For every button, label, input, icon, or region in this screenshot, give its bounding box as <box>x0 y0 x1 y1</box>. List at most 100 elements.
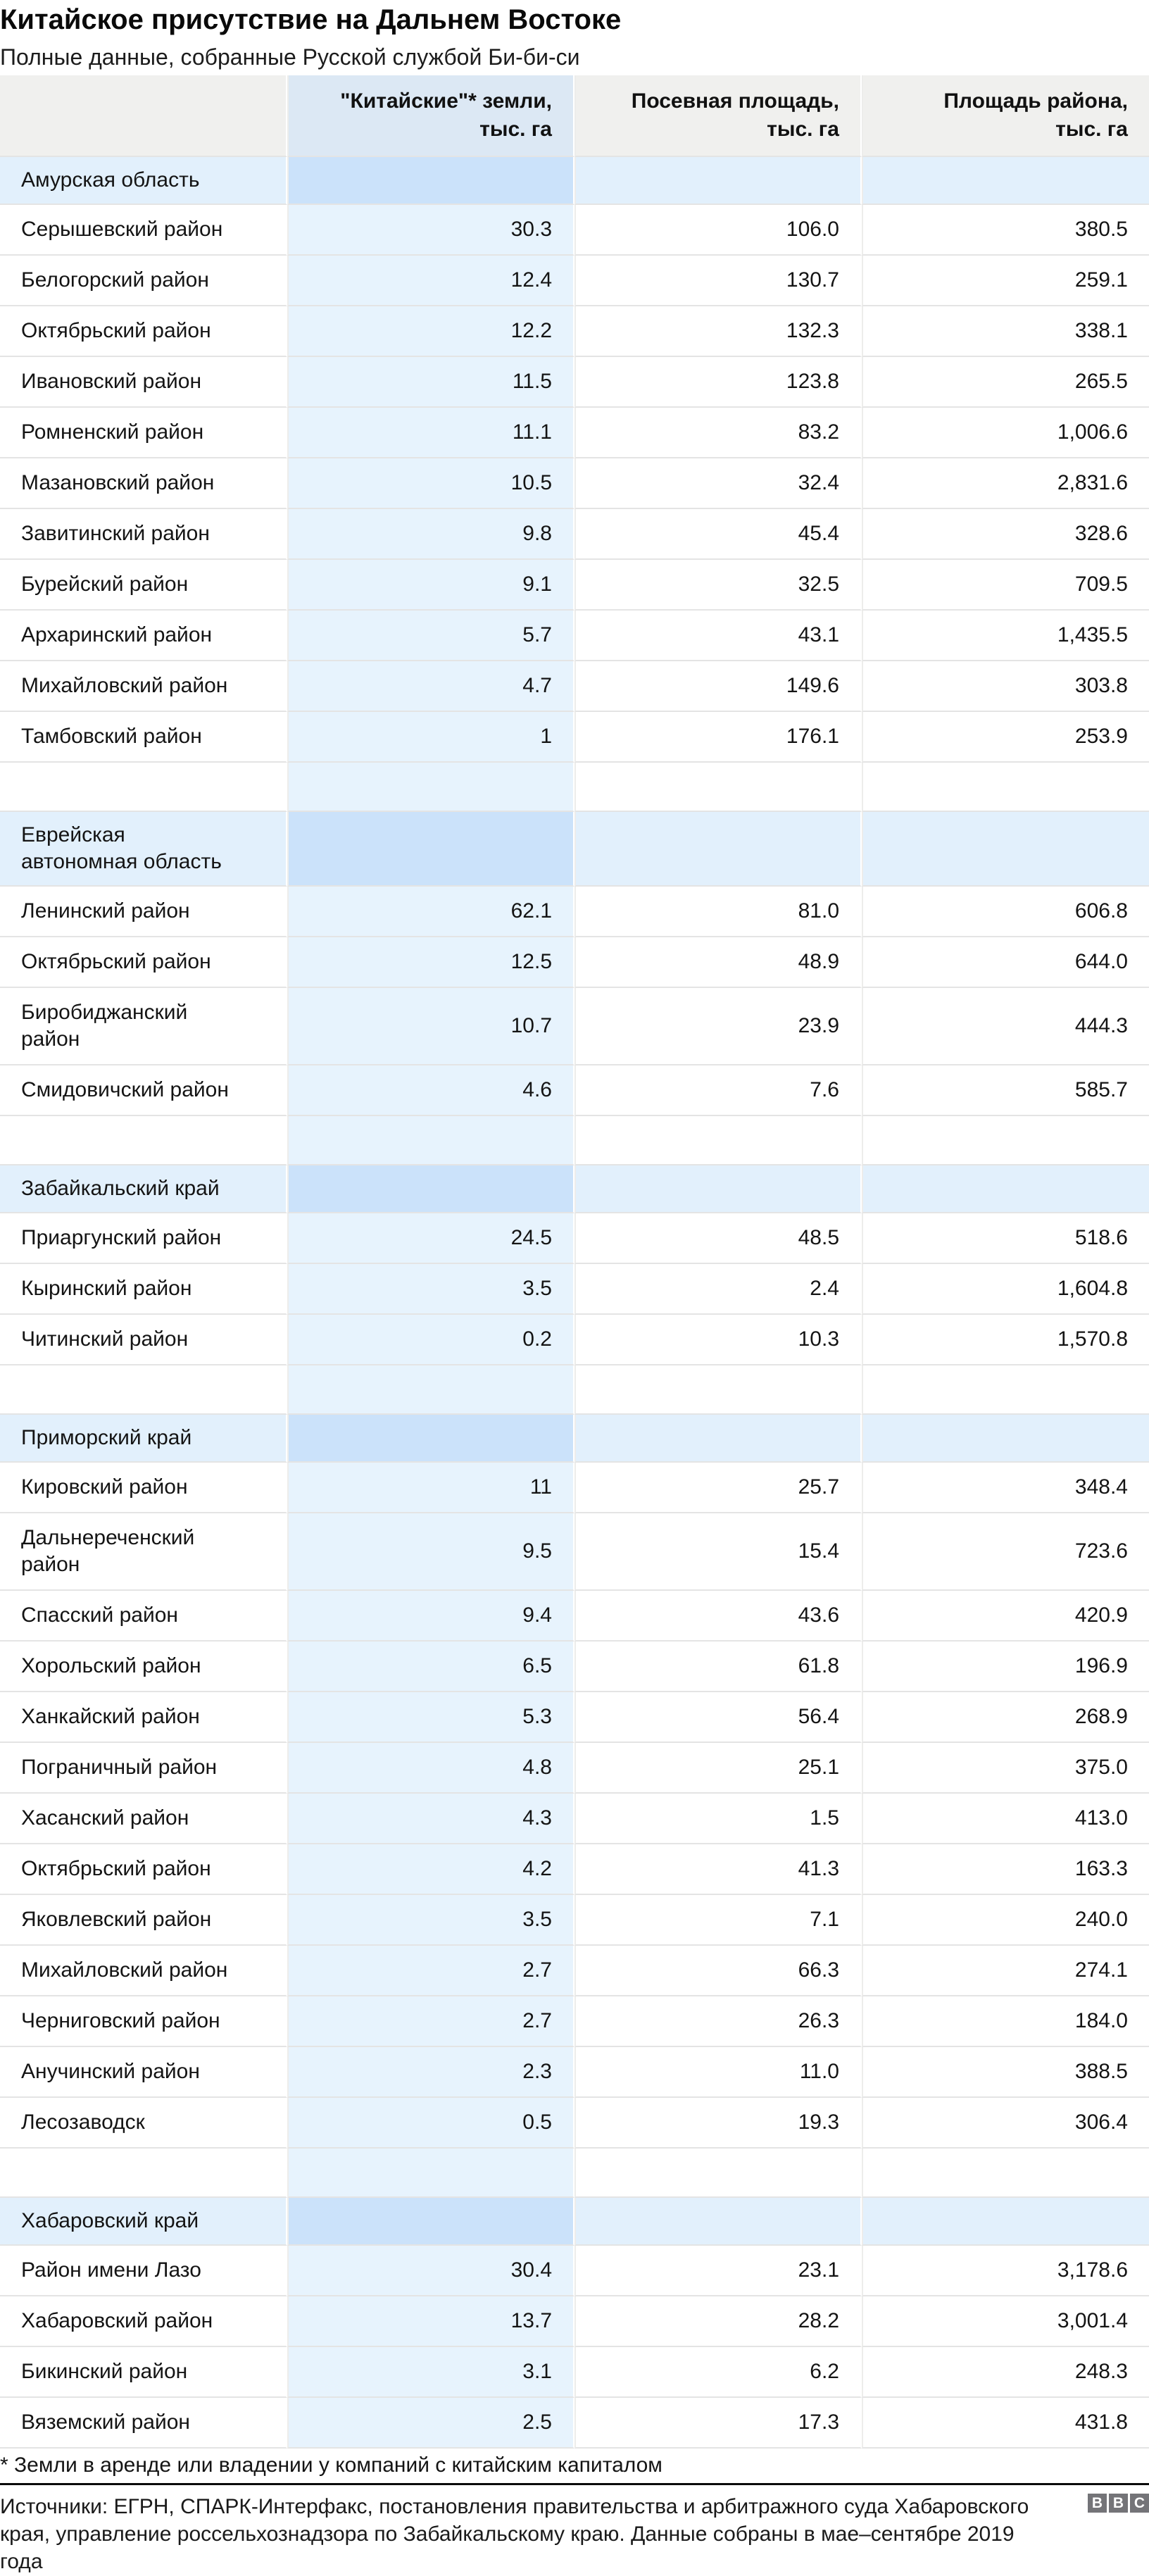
spacer-cell <box>862 2149 1149 2198</box>
column-header-sown-area: Посевная площадь, тыс. га <box>574 75 862 157</box>
cell-area: 265.5 <box>862 357 1149 408</box>
district-name: Ленинский район <box>0 887 287 937</box>
cell-area: 1,570.8 <box>862 1315 1149 1365</box>
cell-area: 259.1 <box>862 256 1149 306</box>
table-row: Биробиджанский район 10.7 23.9 444.3 <box>0 988 1149 1065</box>
cell-area: 413.0 <box>862 1794 1149 1844</box>
spacer-row <box>0 2149 1149 2198</box>
cell-sown: 25.7 <box>574 1463 862 1513</box>
district-name: Черниговский район <box>0 1996 287 2047</box>
cell-chinese: 4.3 <box>287 1794 574 1844</box>
cell-chinese: 11 <box>287 1463 574 1513</box>
table-row: Завитинский район 9.8 45.4 328.6 <box>0 509 1149 560</box>
district-name: Завитинский район <box>0 509 287 560</box>
district-name: Дальнереченский район <box>0 1513 287 1591</box>
region-header-row: Приморский край <box>0 1415 1149 1463</box>
table-row: Район имени Лазо 30.4 23.1 3,178.6 <box>0 2246 1149 2296</box>
cell-sown: 23.1 <box>574 2246 862 2296</box>
cell-chinese: 4.6 <box>287 1065 574 1116</box>
spacer-cell <box>0 2149 287 2198</box>
cell-area: 606.8 <box>862 887 1149 937</box>
cell-chinese: 10.7 <box>287 988 574 1065</box>
table-row: Михайловский район 2.7 66.3 274.1 <box>0 1946 1149 1996</box>
table-row: Вяземский район 2.5 17.3 431.8 <box>0 2398 1149 2449</box>
cell-sown: 43.1 <box>574 611 862 661</box>
table-row: Хорольский район 6.5 61.8 196.9 <box>0 1642 1149 1692</box>
district-name: Архаринский район <box>0 611 287 661</box>
district-name: Спасский район <box>0 1591 287 1642</box>
district-name: Приаргунский район <box>0 1213 287 1264</box>
region-empty-cell <box>574 1415 862 1463</box>
region-empty-cell <box>574 812 862 887</box>
cell-chinese: 6.5 <box>287 1642 574 1692</box>
cell-area: 303.8 <box>862 661 1149 712</box>
table-row: Дальнереченский район 9.5 15.4 723.6 <box>0 1513 1149 1591</box>
cell-sown: 15.4 <box>574 1513 862 1591</box>
region-name: Еврейская автономная область <box>0 812 287 887</box>
cell-area: 585.7 <box>862 1065 1149 1116</box>
table-body: Амурская область Серышевский район 30.3 106… <box>0 157 1149 2449</box>
cell-sown: 130.7 <box>574 256 862 306</box>
table-row: Мазановский район 10.5 32.4 2,831.6 <box>0 458 1149 509</box>
district-name: Ханкайский район <box>0 1692 287 1743</box>
cell-sown: 48.9 <box>574 937 862 988</box>
cell-area: 253.9 <box>862 712 1149 763</box>
cell-chinese: 9.4 <box>287 1591 574 1642</box>
cell-chinese: 2.5 <box>287 2398 574 2449</box>
table-row: Ханкайский район 5.3 56.4 268.9 <box>0 1692 1149 1743</box>
cell-sown: 81.0 <box>574 887 862 937</box>
table-row: Октябрьский район 4.2 41.3 163.3 <box>0 1844 1149 1895</box>
footer: Источники: ЕГРН, СПАРК-Интерфакс, постан… <box>0 2483 1149 2576</box>
infographic: Китайское присутствие на Дальнем Востоке… <box>0 4 1149 2576</box>
cell-chinese: 2.7 <box>287 1996 574 2047</box>
table-row: Смидовичский район 4.6 7.6 585.7 <box>0 1065 1149 1116</box>
table-row: Октябрьский район 12.2 132.3 338.1 <box>0 306 1149 357</box>
region-empty-cell <box>574 1165 862 1213</box>
district-name: Серышевский район <box>0 205 287 256</box>
region-empty-cell <box>287 812 574 887</box>
cell-sown: 1.5 <box>574 1794 862 1844</box>
column-header-chinese-lands: "Китайские"* земли, тыс. га <box>287 75 574 157</box>
cell-sown: 10.3 <box>574 1315 862 1365</box>
cell-chinese: 4.8 <box>287 1743 574 1794</box>
cell-area: 196.9 <box>862 1642 1149 1692</box>
column-header-district-area: Площадь района, тыс. га <box>862 75 1149 157</box>
region-header-row: Еврейская автономная область <box>0 812 1149 887</box>
column-header-district <box>0 75 287 157</box>
cell-area: 1,435.5 <box>862 611 1149 661</box>
table-row: Хабаровский район 13.7 28.2 3,001.4 <box>0 2296 1149 2347</box>
region-header-row: Амурская область <box>0 157 1149 205</box>
district-name: Михайловский район <box>0 1946 287 1996</box>
cell-sown: 25.1 <box>574 1743 862 1794</box>
cell-area: 380.5 <box>862 205 1149 256</box>
cell-chinese: 10.5 <box>287 458 574 509</box>
spacer-cell <box>574 1365 862 1415</box>
cell-chinese: 24.5 <box>287 1213 574 1264</box>
cell-sown: 26.3 <box>574 1996 862 2047</box>
cell-chinese: 4.7 <box>287 661 574 712</box>
region-empty-cell <box>862 1415 1149 1463</box>
district-name: Биробиджанский район <box>0 988 287 1065</box>
cell-area: 3,001.4 <box>862 2296 1149 2347</box>
region-empty-cell <box>287 1165 574 1213</box>
cell-sown: 7.1 <box>574 1895 862 1946</box>
cell-sown: 132.3 <box>574 306 862 357</box>
page-title: Китайское присутствие на Дальнем Востоке <box>0 4 622 35</box>
cell-sown: 19.3 <box>574 2098 862 2149</box>
district-name: Смидовичский район <box>0 1065 287 1116</box>
table-row: Лесозаводск 0.5 19.3 306.4 <box>0 2098 1149 2149</box>
cell-sown: 32.5 <box>574 560 862 611</box>
cell-chinese: 12.2 <box>287 306 574 357</box>
region-name: Амурская область <box>0 157 287 205</box>
region-empty-cell <box>287 157 574 205</box>
district-name: Белогорский район <box>0 256 287 306</box>
region-name: Приморский край <box>0 1415 287 1463</box>
cell-area: 644.0 <box>862 937 1149 988</box>
district-name: Анучинский район <box>0 2047 287 2098</box>
table-row: Спасский район 9.4 43.6 420.9 <box>0 1591 1149 1642</box>
cell-area: 420.9 <box>862 1591 1149 1642</box>
cell-area: 1,604.8 <box>862 1264 1149 1315</box>
cell-area: 328.6 <box>862 509 1149 560</box>
spacer-cell <box>574 1116 862 1165</box>
cell-area: 268.9 <box>862 1692 1149 1743</box>
